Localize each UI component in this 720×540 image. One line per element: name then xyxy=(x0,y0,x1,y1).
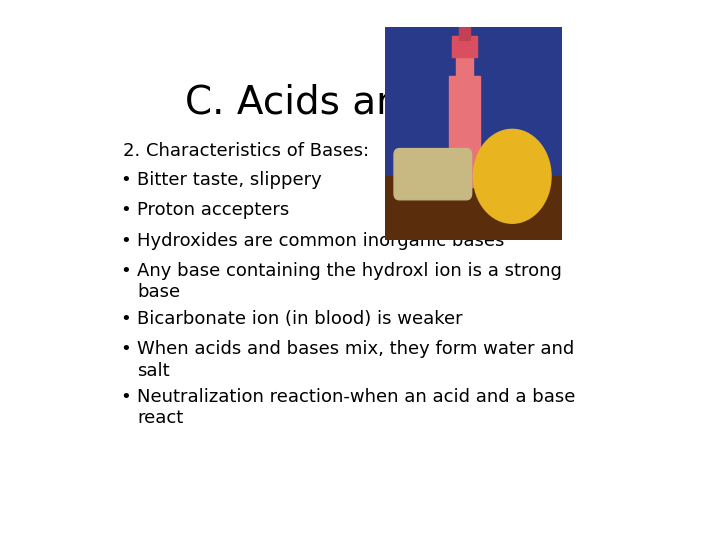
Text: Proton accepters: Proton accepters xyxy=(138,201,289,219)
Text: •: • xyxy=(121,262,132,280)
Text: •: • xyxy=(121,340,132,358)
Text: Hydroxides are common inorganic bases: Hydroxides are common inorganic bases xyxy=(138,232,505,249)
Text: C. Acids and Bases: C. Acids and Bases xyxy=(185,84,553,122)
Text: Bicarbonate ion (in blood) is weaker: Bicarbonate ion (in blood) is weaker xyxy=(138,310,463,328)
Polygon shape xyxy=(385,176,562,240)
Bar xyxy=(459,27,470,40)
Text: •: • xyxy=(121,232,132,249)
Circle shape xyxy=(474,130,551,223)
Text: Bitter taste, slippery: Bitter taste, slippery xyxy=(138,171,322,189)
Text: 2. Characteristics of Bases:: 2. Characteristics of Bases: xyxy=(124,141,369,160)
Text: When acids and bases mix, they form water and
salt: When acids and bases mix, they form wate… xyxy=(138,340,575,380)
Bar xyxy=(452,36,477,57)
Text: •: • xyxy=(121,388,132,406)
Text: Neutralization reaction-when an acid and a base
react: Neutralization reaction-when an acid and… xyxy=(138,388,576,427)
Text: Any base containing the hydroxl ion is a strong
base: Any base containing the hydroxl ion is a… xyxy=(138,262,562,301)
Text: •: • xyxy=(121,201,132,219)
FancyBboxPatch shape xyxy=(394,148,472,200)
Text: •: • xyxy=(121,171,132,189)
Bar xyxy=(456,52,474,83)
Bar xyxy=(449,76,480,187)
Text: •: • xyxy=(121,310,132,328)
